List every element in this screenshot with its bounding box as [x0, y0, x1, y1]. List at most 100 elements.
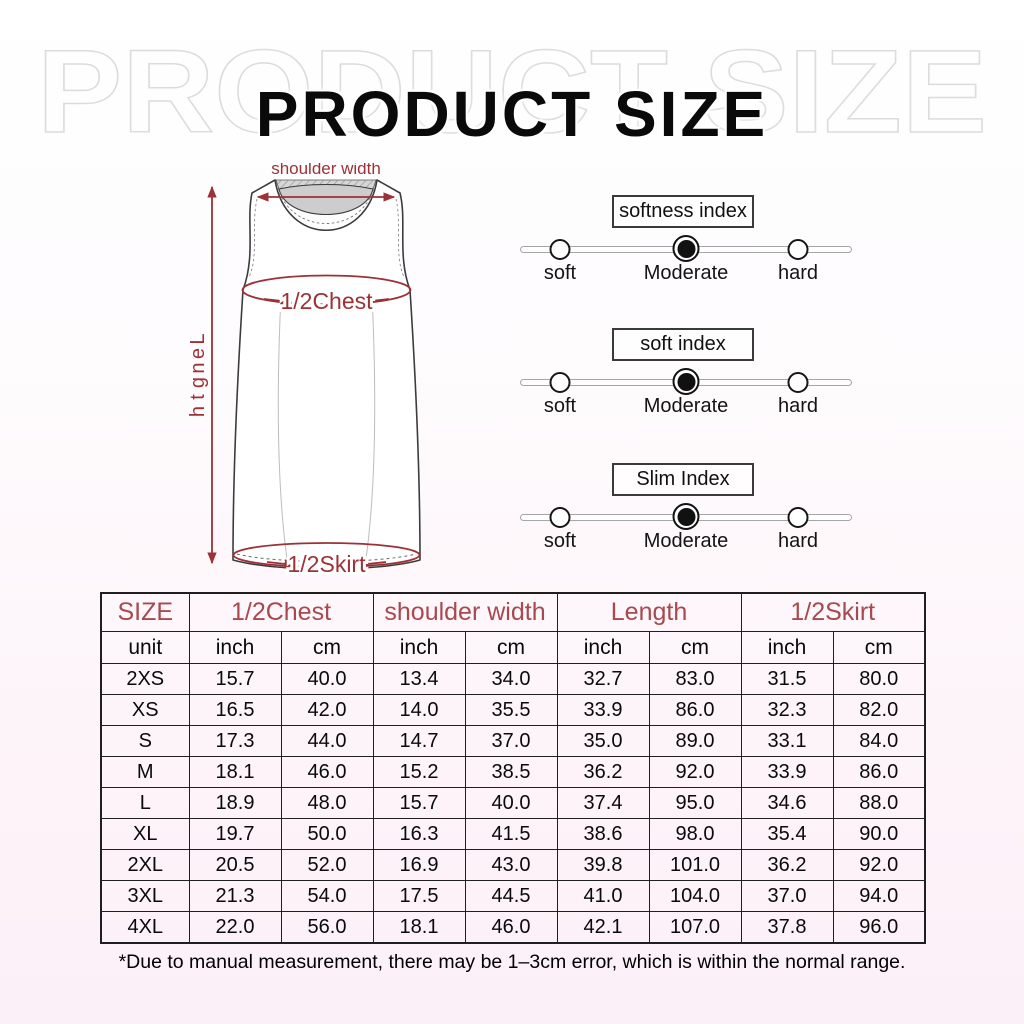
slim-label-hard: hard — [777, 530, 819, 552]
value-cell: 96.0 — [832, 911, 926, 944]
value-cell: 17.5 — [372, 880, 466, 912]
value-cell: 80.0 — [832, 663, 926, 695]
table-row: XS 16.5 42.0 14.0 35.5 33.9 86.0 32.3 82.0 — [100, 694, 926, 726]
length-letter: h — [187, 406, 209, 417]
softness-index-title: softness index — [619, 200, 747, 222]
value-cell: 82.0 — [832, 694, 926, 726]
value-cell: 35.0 — [556, 725, 650, 757]
value-cell: 101.0 — [648, 849, 742, 881]
header-half-chest: 1/2Chest — [188, 592, 374, 632]
value-cell: 46.0 — [280, 756, 374, 788]
unit-cell: inch — [188, 631, 282, 664]
size-table-body: 2XS 15.7 40.0 13.4 34.0 32.7 83.0 31.5 80.0 XS 16.… — [100, 663, 926, 944]
slim-index-title-box: Slim Index — [612, 463, 754, 496]
value-cell: 92.0 — [832, 849, 926, 881]
size-cell: L — [100, 787, 190, 819]
length-letter: t — [187, 394, 209, 400]
value-cell: 32.7 — [556, 663, 650, 695]
table-row: 2XL 20.5 52.0 16.9 43.0 39.8 101.0 36.2 92.0 — [100, 849, 926, 881]
size-cell: XS — [100, 694, 190, 726]
value-cell: 88.0 — [832, 787, 926, 819]
header-shoulder-width: shoulder width — [372, 592, 558, 632]
unit-label: unit — [100, 631, 190, 664]
value-cell: 33.1 — [740, 725, 834, 757]
value-cell: 92.0 — [648, 756, 742, 788]
unit-cell: cm — [832, 631, 926, 664]
slim-label-soft: soft — [543, 530, 577, 552]
value-cell: 95.0 — [648, 787, 742, 819]
softness-dot-hard — [787, 239, 809, 260]
value-cell: 41.5 — [464, 818, 558, 850]
value-cell: 44.5 — [464, 880, 558, 912]
value-cell: 54.0 — [280, 880, 374, 912]
value-cell: 21.3 — [188, 880, 282, 912]
value-cell: 40.0 — [464, 787, 558, 819]
slim-dot-moderate-selected — [672, 503, 700, 530]
value-cell: 18.9 — [188, 787, 282, 819]
value-cell: 19.7 — [188, 818, 282, 850]
value-cell: 13.4 — [372, 663, 466, 695]
soft-label-soft: soft — [543, 395, 577, 417]
softness-dot-moderate-selected — [672, 235, 700, 262]
value-cell: 15.2 — [372, 756, 466, 788]
value-cell: 107.0 — [648, 911, 742, 944]
shoulder-width-label: shoulder width — [271, 163, 381, 178]
softness-index-group: softness index soft Moderate hard — [505, 195, 861, 315]
value-cell: 17.3 — [188, 725, 282, 757]
slim-index-title: Slim Index — [636, 468, 730, 490]
softness-index-title-box: softness index — [612, 195, 754, 228]
unit-cell: inch — [740, 631, 834, 664]
length-letter: n — [187, 362, 209, 373]
value-cell: 89.0 — [648, 725, 742, 757]
value-cell: 52.0 — [280, 849, 374, 881]
slim-dot-hard — [787, 507, 809, 528]
value-cell: 14.0 — [372, 694, 466, 726]
softness-dot-soft — [549, 239, 571, 260]
softness-label-moderate: Moderate — [643, 262, 729, 284]
length-letter: e — [187, 348, 209, 359]
value-cell: 98.0 — [648, 818, 742, 850]
value-cell: 48.0 — [280, 787, 374, 819]
value-cell: 50.0 — [280, 818, 374, 850]
table-row: XL 19.7 50.0 16.3 41.5 38.6 98.0 35.4 90.0 — [100, 818, 926, 850]
value-cell: 31.5 — [740, 663, 834, 695]
value-cell: 37.0 — [464, 725, 558, 757]
soft-label-hard: hard — [777, 395, 819, 417]
soft-dot-moderate-selected — [672, 368, 700, 395]
value-cell: 39.8 — [556, 849, 650, 881]
unit-cell: inch — [556, 631, 650, 664]
unit-cell: inch — [372, 631, 466, 664]
unit-cell: cm — [280, 631, 374, 664]
size-cell: 2XL — [100, 849, 190, 881]
value-cell: 22.0 — [188, 911, 282, 944]
soft-index-title: soft index — [640, 333, 726, 355]
dress-diagram: shoulder width Length 1/2Chest 1/2Skirt — [187, 163, 421, 580]
soft-index-group: soft index soft Moderate hard — [505, 328, 861, 448]
value-cell: 35.4 — [740, 818, 834, 850]
size-cell: 4XL — [100, 911, 190, 944]
value-cell: 40.0 — [280, 663, 374, 695]
value-cell: 104.0 — [648, 880, 742, 912]
length-letter: g — [187, 377, 209, 388]
value-cell: 37.0 — [740, 880, 834, 912]
length-letter: L — [187, 333, 209, 344]
value-cell: 42.0 — [280, 694, 374, 726]
value-cell: 43.0 — [464, 849, 558, 881]
size-table: SIZE 1/2Chest shoulder width Length 1/2S… — [100, 592, 927, 944]
value-cell: 90.0 — [832, 818, 926, 850]
value-cell: 38.6 — [556, 818, 650, 850]
unit-cell: cm — [464, 631, 558, 664]
footnote: *Due to manual measurement, there may be… — [118, 951, 906, 973]
value-cell: 36.2 — [556, 756, 650, 788]
size-cell: 2XS — [100, 663, 190, 695]
watermark-text: PRODUCT SIZE — [36, 25, 988, 157]
value-cell: 32.3 — [740, 694, 834, 726]
soft-dot-hard — [787, 372, 809, 393]
value-cell: 16.5 — [188, 694, 282, 726]
value-cell: 34.6 — [740, 787, 834, 819]
soft-dot-soft — [549, 372, 571, 393]
slim-dot-soft — [549, 507, 571, 528]
value-cell: 16.9 — [372, 849, 466, 881]
value-cell: 37.4 — [556, 787, 650, 819]
header-half-skirt: 1/2Skirt — [740, 592, 926, 632]
